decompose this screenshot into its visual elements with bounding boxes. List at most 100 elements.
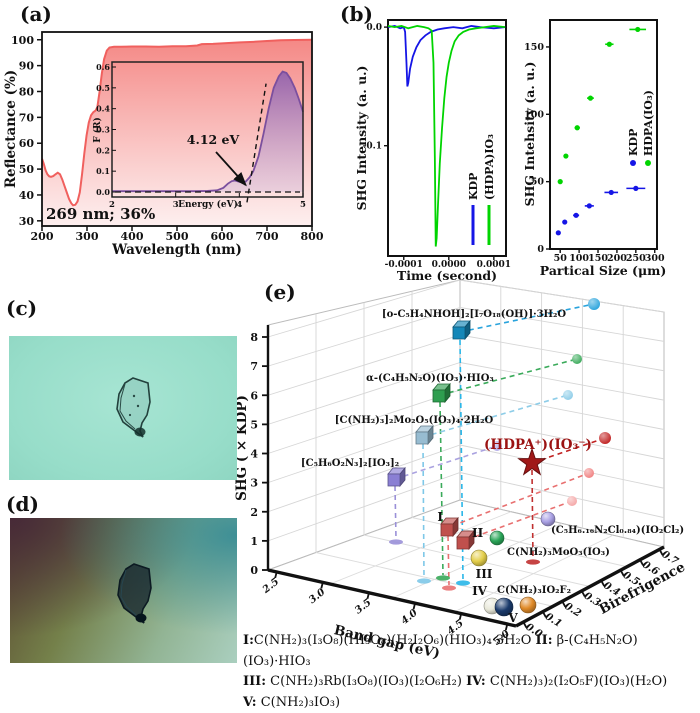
x-tick-label: 600 [211, 230, 234, 243]
projection-connector [451, 472, 590, 527]
microscope-image-crystal-polarized [10, 518, 237, 663]
compound-marker-cube [440, 516, 459, 538]
data-point-KDP [555, 230, 561, 236]
footnote-line-2: III: C(NH₂)₃Rb(I₃O₈)(IO₃)(I₂O₆H₂) IV: C(… [243, 672, 699, 693]
compound-marker-sphere [519, 596, 537, 614]
compound-label: C(NH₂)₃IO₂F₂ [497, 585, 571, 596]
crystal-speck [136, 404, 140, 408]
cube-front [440, 523, 454, 537]
projection-connector [465, 500, 573, 541]
inset-y-tick-label: 0.6 [96, 62, 110, 72]
inset-y-tick-label: 0.3 [96, 125, 110, 135]
data-point-HDPA(IO₃) [635, 26, 641, 33]
y-tick-label: -0.1 [363, 142, 382, 152]
x-tick-label: 4.0 [399, 608, 420, 627]
x-tick-label: -0.0001 [385, 260, 423, 270]
inset-y-tick-label: 0.2 [96, 145, 110, 155]
x-tick-label: 0.0001 [477, 260, 511, 270]
footnote-line-3: V: C(NH₂)₃IO₃) [243, 693, 699, 713]
x-tick-label: 200 [31, 230, 54, 243]
compound-label: (C₅H₆.₁₆N₂Cl₀.₈₄)(IO₂Cl₂) [551, 525, 684, 536]
inset-x-tick-label: 2 [109, 200, 115, 210]
legend-label-hdpa: HDPA(IO₃) [642, 90, 655, 156]
axes-box [387, 19, 507, 257]
footnote-roman-III: III: [243, 674, 267, 690]
bandgap-tangent [246, 83, 267, 203]
wall-projection-dot [572, 354, 582, 364]
crystal-dark-region [134, 427, 146, 437]
compound-marker-cube [456, 529, 475, 551]
z-tick-label: 7 [250, 360, 258, 373]
compound-label: [o-C₅H₄NHOH]₂[I₇O₁₈(OH)]·3H₂O [382, 309, 566, 320]
x-tick [458, 613, 463, 620]
y-tick [639, 559, 644, 566]
x-tick-label: 700 [256, 230, 279, 243]
data-point-HDPA(IO₃) [574, 125, 580, 131]
wall-projection-dot [584, 468, 594, 478]
panel-label-e: (e) [264, 280, 296, 304]
cube-front [452, 326, 466, 340]
drop-line [531, 469, 534, 560]
x-tick-label: 400 [121, 230, 144, 243]
y-tick-label: 50 [19, 163, 35, 176]
compound-label: [C₅H₆O₂N₃]₂[IO₃]₂ [301, 458, 399, 469]
compound-label: II [472, 526, 484, 540]
compound-label: [C(NH₂)₃]₂Mo₂O₅(IO₃)₄·2H₂O [335, 415, 494, 426]
compound-marker-sphere [470, 549, 488, 567]
cube-front [456, 536, 470, 550]
x-tick-label: 800 [301, 230, 324, 243]
grid [459, 389, 665, 430]
crystal-outline [117, 563, 152, 624]
compound-marker-cube [452, 319, 471, 341]
axes-box [549, 19, 658, 250]
y-tick-label: 0.0 [366, 23, 382, 33]
crystal-speck [128, 413, 132, 417]
legend-label-kdp: KDP [467, 173, 480, 200]
compound-label: III [476, 567, 493, 581]
y-tick [561, 600, 567, 608]
floor-projection-dot [442, 585, 456, 591]
cube-front [387, 473, 401, 487]
grid [453, 534, 614, 613]
z-tick-label: 0 [250, 564, 258, 577]
compound-label: α-(C₄H₅N₂O)(IO₃)·HIO₃ [366, 373, 494, 384]
crystal-dark-region [135, 613, 147, 623]
x-tick [366, 592, 370, 600]
footnote-roman-I: I: [243, 633, 254, 648]
floor-projection-dot [526, 559, 540, 565]
x-tick-label: 2.5 [260, 576, 281, 596]
y-tick-label: 150 [524, 42, 544, 53]
drop-line [439, 401, 444, 576]
footnote-formula-IV: C(NH₂)₃)₂(I₂O₅F)(IO₃)(H₂O) [485, 674, 668, 690]
crystal-speck [132, 394, 136, 398]
inset-x-axis-title: Energy (eV) [178, 199, 238, 210]
data-point-HDPA(IO₃) [563, 153, 569, 159]
x-tick-label: 250 [626, 253, 646, 264]
z-axis-title: SHG ( × KDP) [234, 395, 250, 501]
compound-marker-sphere [494, 597, 514, 617]
compound-marker-sphere [489, 530, 505, 546]
legend-label-kdp: KDP [627, 129, 640, 156]
z-tick-label: 4 [250, 448, 258, 461]
bandgap-annotation: 4.12 eV [187, 132, 240, 147]
x-tick-label: 150 [588, 253, 608, 264]
bandgap-arrow [215, 151, 247, 187]
fr-curve [112, 70, 304, 193]
panel-label-b: (b) [340, 2, 373, 26]
y-tick [619, 569, 625, 577]
figure-canvas: 200 300 400 500 600 700 80030405060708090100Wa… [3, 19, 688, 662]
y-tick-label: 90 [19, 60, 35, 73]
data-point-KDP [608, 189, 614, 196]
footnote-formula-II: β-(C₄H₅N₂O)(IO₃)·HIO₃ [243, 633, 638, 669]
y-tick [522, 621, 528, 628]
y-tick-label: 50 [531, 177, 545, 188]
x-tick [412, 602, 416, 610]
floor-projection-dot [417, 578, 431, 584]
compound-label: I [437, 510, 443, 524]
compound-label: IV [472, 584, 488, 598]
microscope-image-crystal [9, 336, 237, 480]
compound-marker-cube [387, 466, 406, 488]
panel-label-d: (d) [6, 492, 39, 516]
y-tick-label: 60 [19, 137, 35, 150]
y-tick-label: 100 [524, 109, 544, 120]
